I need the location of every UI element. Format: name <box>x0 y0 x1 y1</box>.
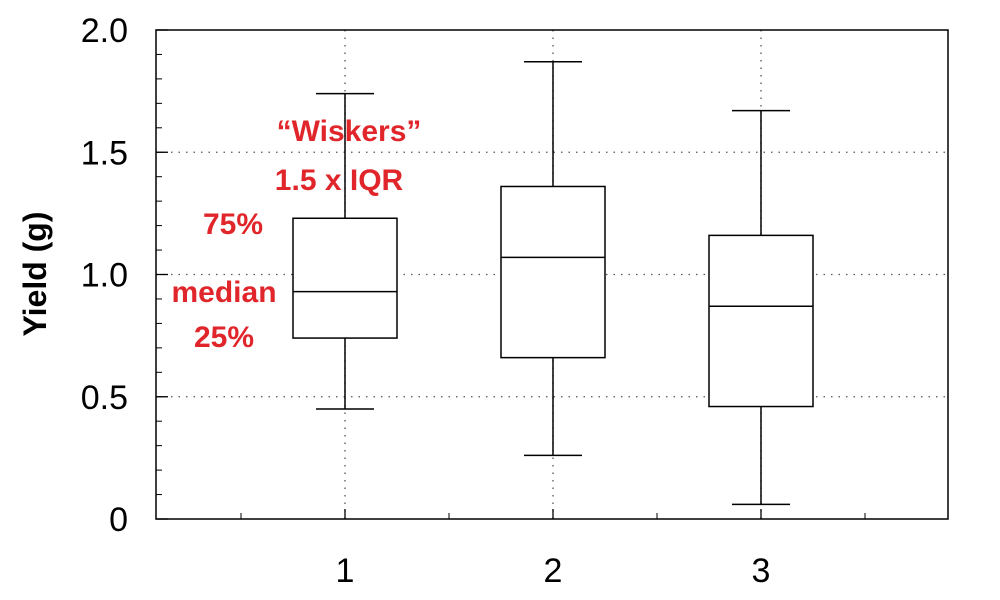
annotation-wiskers: “Wiskers” <box>277 115 422 148</box>
plot-frame <box>155 29 949 520</box>
iqr-box <box>708 234 814 408</box>
iqr-box <box>292 217 398 339</box>
y-tick-label: 2.0 <box>81 12 128 50</box>
x-tick-label: 1 <box>336 552 355 590</box>
annotation-75-percent: 75% <box>203 208 263 241</box>
box-3 <box>708 109 814 506</box>
y-tick-labels: 0 0.5 1.0 1.5 2.0 <box>81 12 128 539</box>
annotation-iqr: 1.5 x IQR <box>275 164 404 197</box>
y-tick-label: 1.5 <box>81 134 128 172</box>
box-2 <box>500 61 606 457</box>
box-1 <box>292 92 398 410</box>
boxes <box>292 61 814 506</box>
annotations: “Wiskers” 1.5 x IQR 75% median 25% <box>171 115 421 354</box>
y-tick-label: 0 <box>109 501 128 539</box>
y-tick-label: 1.0 <box>81 257 128 295</box>
x-tick-label: 3 <box>752 552 771 590</box>
y-tick-label: 0.5 <box>81 379 128 417</box>
y-axis-label: Yield (g) <box>17 211 53 336</box>
x-tick-label: 2 <box>544 552 563 590</box>
iqr-box <box>500 185 606 359</box>
x-tick-labels: 1 2 3 <box>336 552 771 590</box>
grid-lines <box>156 30 948 519</box>
annotation-median: median <box>171 276 276 309</box>
annotation-25-percent: 25% <box>194 321 254 354</box>
